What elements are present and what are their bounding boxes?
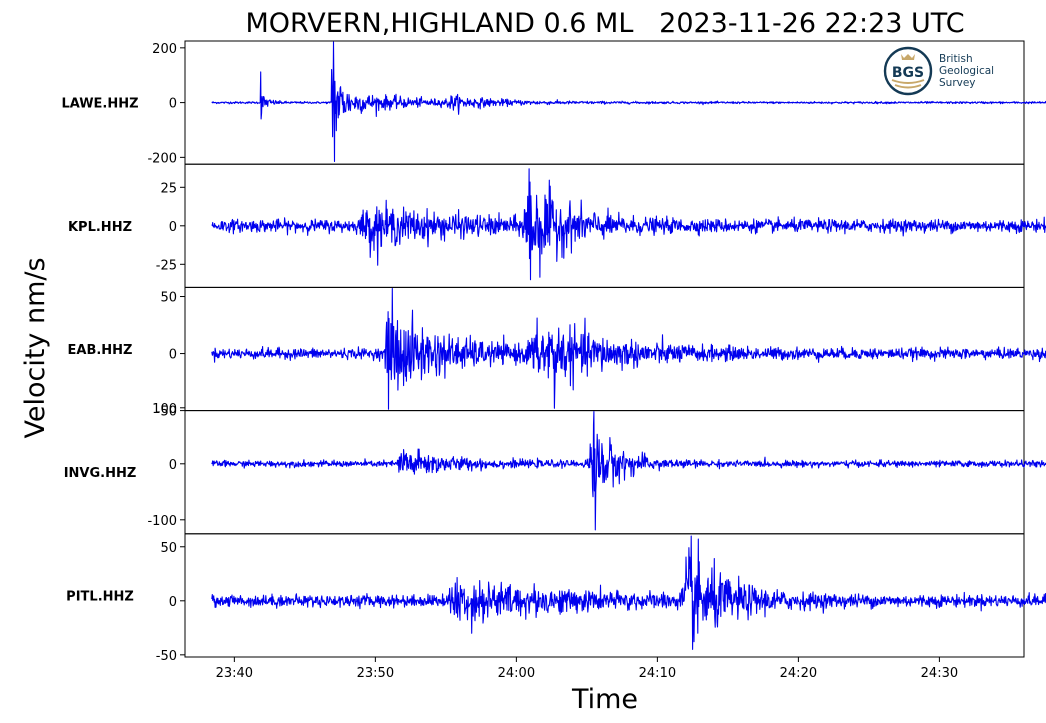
- y-tick-label: -100: [147, 514, 177, 529]
- y-tick-label: 100: [152, 402, 177, 417]
- panel-kpl-hhz: KPL.HHZ 25 0 -25: [68, 163, 1046, 288]
- y-tick-label: 0: [169, 348, 177, 363]
- station-label: PITL.HHZ: [66, 589, 134, 604]
- waveform-kpl-hhz: [211, 168, 1046, 281]
- station-label: KPL.HHZ: [68, 220, 132, 235]
- y-tick-label: -200: [147, 151, 177, 166]
- y-tick-label: 25: [160, 181, 177, 196]
- waveform-pitl-hhz: [211, 535, 1046, 650]
- y-axis-label: Velocity nm/s: [20, 257, 51, 438]
- panels-group: LAWE.HHZ 200 0 -200 KPL.HHZ 25 0 -25 EAB.HHZ 50 0 -…: [61, 40, 1046, 664]
- waveform-invg-hhz: [211, 411, 1046, 531]
- x-tick-label: 23:40: [216, 666, 253, 681]
- x-axis-label: Time: [571, 684, 638, 715]
- y-tick-label: 0: [169, 595, 177, 610]
- station-label: LAWE.HHZ: [61, 97, 138, 112]
- waveform-eab-hhz: [211, 287, 1046, 410]
- y-tick-label: 0: [169, 97, 177, 112]
- y-tick-label: 200: [152, 42, 177, 57]
- panel-eab-hhz: EAB.HHZ 50 0 -50: [68, 286, 1046, 420]
- waveform-lawe-hhz: [211, 41, 1046, 163]
- station-label: INVG.HHZ: [64, 466, 137, 481]
- chart-title: MORVERN,HIGHLAND 0.6 ML 2023-11-26 22:23…: [245, 8, 964, 39]
- y-tick-label: 0: [169, 458, 177, 473]
- logo-abbr: BGS: [892, 65, 924, 81]
- logo-text-line3: Survey: [939, 77, 976, 89]
- x-axis: 23:40 23:50 24:00 24:10 24:20 24:30: [216, 657, 958, 681]
- x-tick-label: 24:20: [780, 666, 817, 681]
- panel-pitl-hhz: PITL.HHZ 50 0 -50: [66, 533, 1046, 664]
- y-tick-label: -25: [156, 258, 177, 273]
- y-tick-label: 0: [169, 220, 177, 235]
- x-tick-label: 24:30: [921, 666, 958, 681]
- y-tick-label: 50: [160, 541, 177, 556]
- panel-frame: [184, 533, 1025, 658]
- x-tick-label: 24:00: [498, 666, 535, 681]
- panel-invg-hhz: INVG.HHZ 100 0 -100: [64, 402, 1046, 535]
- x-tick-label: 24:10: [639, 666, 676, 681]
- y-tick-label: 50: [160, 291, 177, 306]
- logo-text-line2: Geological: [939, 65, 994, 77]
- bgs-logo: BGS British Geological Survey: [883, 46, 994, 96]
- x-tick-label: 23:50: [357, 666, 394, 681]
- station-label: EAB.HHZ: [68, 343, 133, 358]
- y-tick-label: -50: [156, 649, 177, 664]
- logo-text-line1: British: [939, 53, 973, 65]
- y-tick-label: -50: [156, 405, 177, 420]
